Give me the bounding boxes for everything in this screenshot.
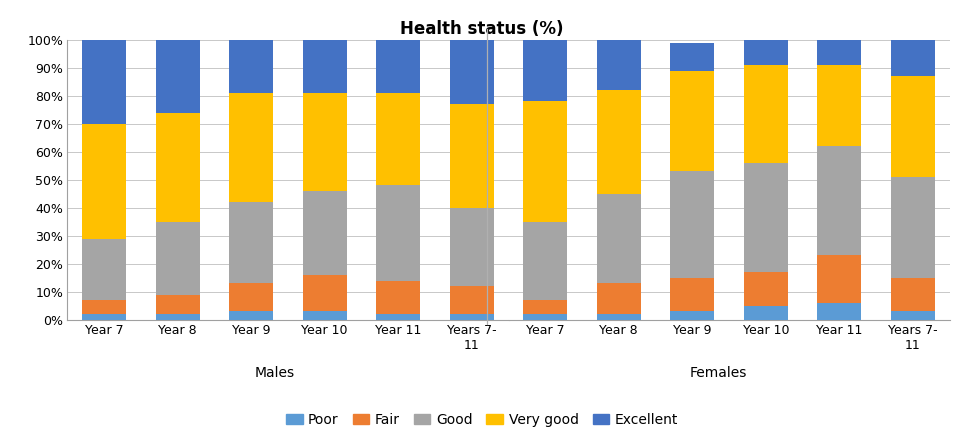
Bar [303, 191, 347, 275]
Bar [450, 314, 494, 320]
Bar [229, 202, 274, 283]
Bar [376, 93, 420, 186]
Bar [597, 90, 641, 194]
Bar [817, 65, 862, 146]
Bar [891, 40, 935, 76]
Bar [229, 283, 274, 311]
Bar [82, 300, 126, 314]
Bar [303, 311, 347, 320]
Bar [303, 93, 347, 191]
Bar [817, 146, 862, 255]
Bar [523, 314, 567, 320]
Bar [744, 306, 788, 320]
Bar [670, 71, 714, 171]
Bar [450, 208, 494, 286]
Bar [817, 255, 862, 303]
Bar [891, 76, 935, 177]
Bar [450, 104, 494, 208]
Text: Males: Males [254, 366, 295, 381]
Bar [376, 40, 420, 93]
Bar [156, 40, 200, 113]
Bar [450, 40, 494, 104]
Bar [229, 311, 274, 320]
Bar [817, 40, 862, 65]
Bar [376, 314, 420, 320]
Bar [670, 43, 714, 71]
Legend: Poor, Fair, Good, Very good, Excellent: Poor, Fair, Good, Very good, Excellent [281, 408, 683, 432]
Bar [891, 278, 935, 311]
Bar [156, 314, 200, 320]
Bar [156, 113, 200, 222]
Bar [303, 40, 347, 93]
Bar [229, 40, 274, 93]
Bar [744, 40, 788, 65]
Bar [670, 311, 714, 320]
Bar [523, 102, 567, 222]
Bar [744, 65, 788, 163]
Text: Health status (%): Health status (%) [400, 20, 564, 38]
Bar [523, 300, 567, 314]
Bar [597, 40, 641, 90]
Bar [82, 238, 126, 300]
Bar [82, 124, 126, 238]
Bar [376, 186, 420, 281]
Bar [82, 40, 126, 124]
Bar [450, 286, 494, 314]
Bar [744, 163, 788, 272]
Bar [523, 40, 567, 102]
Bar [376, 281, 420, 314]
Text: Females: Females [689, 366, 747, 381]
Bar [82, 314, 126, 320]
Bar [670, 278, 714, 311]
Bar [156, 222, 200, 294]
Bar [597, 314, 641, 320]
Bar [670, 171, 714, 278]
Bar [156, 294, 200, 314]
Bar [891, 311, 935, 320]
Bar [891, 177, 935, 278]
Bar [597, 194, 641, 283]
Bar [523, 222, 567, 300]
Bar [597, 283, 641, 314]
Bar [744, 272, 788, 306]
Bar [817, 303, 862, 320]
Bar [229, 93, 274, 202]
Bar [303, 275, 347, 311]
